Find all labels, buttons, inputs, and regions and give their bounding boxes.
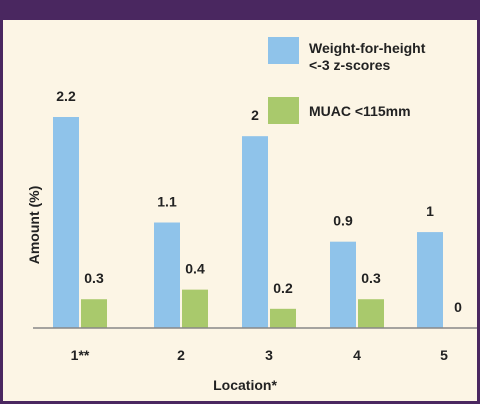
value-label-s1-2: 1.1 xyxy=(157,194,177,210)
x-axis-title: Location* xyxy=(213,377,277,393)
x-tick-label-group: 1** 2 3 4 5 xyxy=(71,347,448,363)
bar-s2-3 xyxy=(270,308,296,328)
legend-label-2-line-1: MUAC <115mm xyxy=(309,103,411,119)
bar-s2-4 xyxy=(358,299,384,328)
value-label-s2-5: 0 xyxy=(454,299,462,315)
legend-label-1-line-2: <-3 z-scores xyxy=(309,57,391,73)
bar-s2-2 xyxy=(182,289,208,328)
x-tick-label-2: 2 xyxy=(177,347,185,363)
value-label-s1-5: 1 xyxy=(426,203,434,219)
header-bar xyxy=(3,0,477,20)
legend-swatch-1 xyxy=(268,37,299,64)
bar-s1-1 xyxy=(53,117,79,328)
legend: Weight-for-height<-3 z-scores MUAC <115mm xyxy=(268,37,426,124)
bar-s1-5 xyxy=(417,232,443,328)
bar-group xyxy=(53,117,443,328)
legend-label-1-line-1: Weight-for-height xyxy=(309,40,426,56)
value-label-s2-2: 0.4 xyxy=(185,261,205,277)
value-label-s1-3: 2 xyxy=(251,107,259,123)
bar-s2-1 xyxy=(81,299,107,328)
value-label-s1-4: 0.9 xyxy=(333,213,353,229)
value-label-s1-1: 2.2 xyxy=(56,88,76,104)
y-axis-title: Amount (%) xyxy=(26,186,42,265)
value-label-s2-3: 0.2 xyxy=(273,280,293,296)
value-label-group: 2.2 1.1 2 0.9 1 0.3 0.4 0.2 0.3 0 xyxy=(56,88,462,315)
x-tick-label-3: 3 xyxy=(265,347,273,363)
legend-swatch-2 xyxy=(268,97,299,124)
bar-chart: 2.2 1.1 2 0.9 1 0.3 0.4 0.2 0.3 0 1** 2 3 4 5 Locatio… xyxy=(26,37,477,393)
bar-s1-3 xyxy=(242,136,268,328)
value-label-s2-1: 0.3 xyxy=(84,270,104,286)
x-tick-label-1: 1** xyxy=(71,347,90,363)
x-tick-label-5: 5 xyxy=(440,347,448,363)
bar-s1-4 xyxy=(330,241,356,328)
value-label-s2-4: 0.3 xyxy=(361,270,381,286)
bar-s1-2 xyxy=(154,222,180,328)
x-tick-label-4: 4 xyxy=(353,347,361,363)
